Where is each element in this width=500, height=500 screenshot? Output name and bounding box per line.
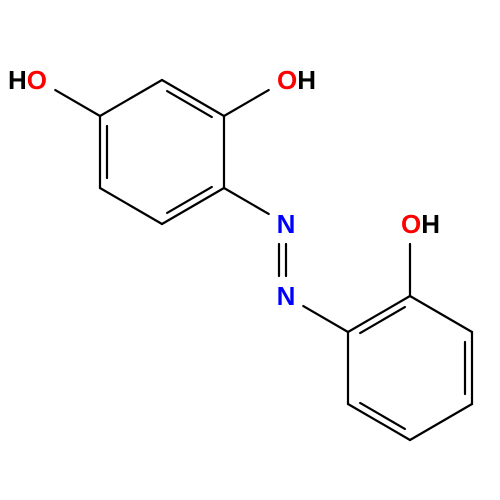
bond <box>162 188 224 224</box>
bond <box>100 80 162 116</box>
bond <box>348 404 410 440</box>
bond <box>55 90 100 116</box>
atom-label-o2: OH <box>277 65 316 95</box>
atom-label-n1: N <box>277 209 296 239</box>
bond <box>303 306 348 332</box>
bond <box>224 188 269 214</box>
bonds-group <box>55 80 472 440</box>
bond <box>410 296 472 332</box>
bond <box>410 404 472 440</box>
molecule-diagram: HO OH N N OH <box>0 0 500 500</box>
bond <box>224 90 269 116</box>
bond <box>348 296 410 332</box>
bond <box>162 80 224 116</box>
bond <box>100 188 162 224</box>
atom-label-o3: OH <box>401 209 440 239</box>
atom-label-o1: HO <box>8 65 47 95</box>
atom-label-n2: N <box>277 281 296 311</box>
